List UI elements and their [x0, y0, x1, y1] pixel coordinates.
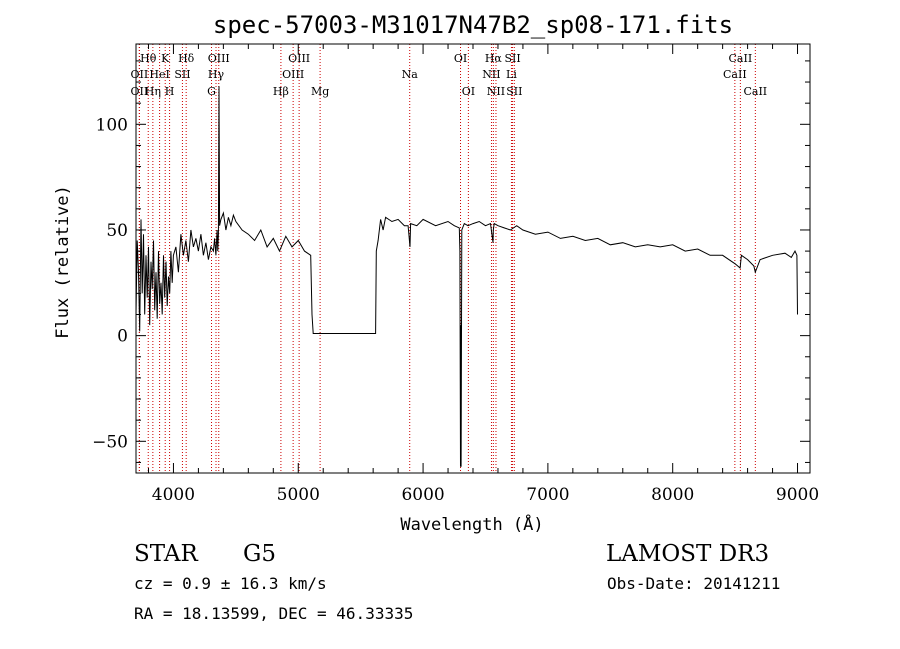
line-label-19: NII [482, 68, 500, 81]
line-label-27: CaII [743, 85, 767, 98]
spectral-line-markers [138, 44, 756, 473]
x-axis-label: Wavelength (Å) [400, 513, 543, 535]
y-tick-label-1: 0 [117, 327, 128, 347]
line-label-5: K [161, 52, 170, 65]
line-label-3: Hη [145, 85, 161, 98]
line-label-20: Hα [485, 52, 503, 65]
sky-coordinates: RA = 18.13599, DEC = 46.33335 [134, 604, 414, 623]
line-label-2: Hθ [140, 52, 157, 65]
chart-title: spec-57003-M31017N47B2_sp08-171.fits [213, 11, 733, 39]
line-label-15: Mg [311, 85, 329, 98]
line-label-24: SII [506, 85, 522, 98]
line-label-17: OI [454, 52, 467, 65]
line-label-21: NII [487, 85, 505, 98]
plot-frame [135, 43, 811, 474]
x-tick-label-0: 4000 [152, 485, 195, 505]
line-label-10: Hγ [208, 68, 225, 81]
line-label-1: OII [131, 68, 149, 81]
line-label-8: Hδ [178, 52, 195, 65]
line-label-26: CaII [729, 52, 753, 65]
survey-name: LAMOST DR3 [606, 541, 770, 567]
y-tick-label-3: 100 [96, 115, 128, 135]
object-class: STAR [134, 541, 198, 567]
y-axis-ticks: −50 0 50 100 [92, 60, 810, 463]
line-label-0: OII [131, 85, 149, 98]
y-tick-label-0: −50 [92, 432, 128, 452]
x-tick-label-5: 9000 [776, 485, 819, 505]
line-label-14: OIII [288, 52, 310, 65]
x-tick-label-1: 5000 [277, 485, 320, 505]
flux-series-line [135, 86, 798, 467]
observation-date: Obs-Date: 20141211 [607, 574, 781, 593]
x-axis-ticks: 4000 5000 6000 7000 8000 9000 [147, 44, 819, 505]
line-label-18: OI [462, 85, 475, 98]
x-tick-label-4: 8000 [651, 485, 694, 505]
redshift-velocity: cz = 0.9 ± 16.3 km/s [134, 574, 327, 593]
line-label-7: SII [174, 68, 190, 81]
spectral-line-labels: OII OII Hθ Hη HeI K H SII Hδ G Hγ OIII Hβ OIII OIII Mg N… [131, 52, 768, 98]
line-label-25: CaII [723, 68, 747, 81]
spectral-subclass: G5 [243, 541, 277, 567]
line-label-13: OIII [282, 68, 304, 81]
line-label-6: H [165, 85, 175, 98]
line-label-12: Hβ [273, 85, 289, 98]
line-label-4: HeI [149, 68, 169, 81]
line-label-22: Li [506, 68, 517, 81]
line-label-16: Na [402, 68, 419, 81]
y-tick-label-2: 50 [106, 221, 128, 241]
x-tick-label-3: 7000 [526, 485, 569, 505]
x-tick-label-2: 6000 [401, 485, 444, 505]
line-label-9: G [207, 85, 216, 98]
line-label-23: SII [504, 52, 520, 65]
line-label-11: OIII [208, 52, 230, 65]
y-axis-label: Flux (relative) [53, 185, 73, 339]
